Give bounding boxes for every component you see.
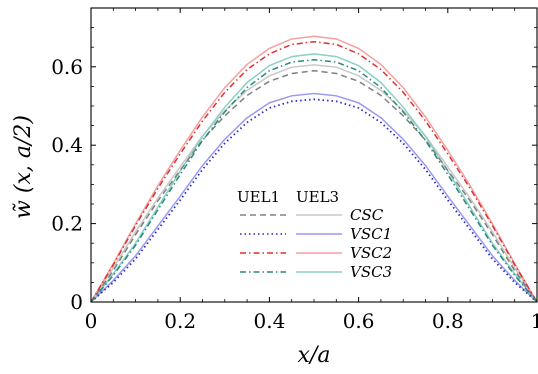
ticks-layer: 0 0.2 0.4 0.6 0.8 1 0 0.2 0.4 0.6: [51, 7, 538, 333]
series-line-vsc2-uel3: [90, 35, 538, 303]
y-axis-title: w̃ (x, a/2): [11, 115, 36, 219]
legend-label-vsc1: VSC1: [350, 225, 392, 243]
legend-label-vsc3: VSC3: [350, 263, 392, 281]
x-axis-title: x/a: [298, 343, 331, 368]
series-line-csc-uel1: [90, 69, 538, 303]
legend-label-csc: CSC: [350, 206, 384, 224]
plot-frame: [90, 7, 538, 303]
legend: UEL1 UEL3 CSC VSC1 VSC2 VSC3: [237, 188, 392, 281]
series-line-vsc3-uel3: [90, 53, 538, 303]
x-tick-label: 0.6: [343, 309, 375, 333]
x-tick-label: 0: [85, 309, 98, 333]
legend-label-vsc2: VSC2: [350, 244, 392, 262]
y-axis-title-text: w̃ (x, a/2): [11, 115, 36, 219]
legend-header-uel3: UEL3: [296, 188, 339, 206]
series-line-vsc1-uel1: [90, 98, 538, 303]
series-line-vsc3-uel1: [90, 58, 538, 303]
series-line-csc-uel3: [90, 64, 538, 303]
x-tick-label: 1: [531, 309, 538, 333]
x-tick-label: 0.2: [164, 309, 196, 333]
y-tick-label: 0.4: [51, 133, 83, 157]
x-tick-label: 0.4: [253, 309, 285, 333]
x-tick-label: 0.8: [432, 309, 464, 333]
series-layer: [90, 35, 538, 303]
y-tick-label: 0.6: [51, 55, 83, 79]
series-line-vsc2-uel1: [90, 40, 538, 303]
series-line-vsc1-uel3: [90, 92, 538, 303]
y-tick-label: 0.2: [51, 212, 83, 236]
y-tick-label: 0: [70, 290, 83, 314]
legend-header-uel1: UEL1: [237, 188, 280, 206]
